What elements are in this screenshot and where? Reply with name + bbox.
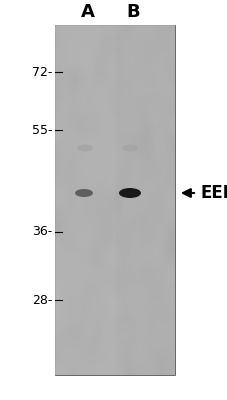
Ellipse shape <box>77 144 93 152</box>
Bar <box>55 25 116 375</box>
Text: A: A <box>81 3 95 21</box>
Bar <box>55 25 175 375</box>
Text: 36-: 36- <box>32 226 53 238</box>
Text: B: B <box>126 3 140 21</box>
Ellipse shape <box>122 144 138 152</box>
Text: 28-: 28- <box>32 294 53 306</box>
Text: 72-: 72- <box>32 66 53 78</box>
Text: 55-: 55- <box>32 124 53 136</box>
Ellipse shape <box>75 189 93 197</box>
Ellipse shape <box>119 188 141 198</box>
Text: EED: EED <box>200 184 227 202</box>
